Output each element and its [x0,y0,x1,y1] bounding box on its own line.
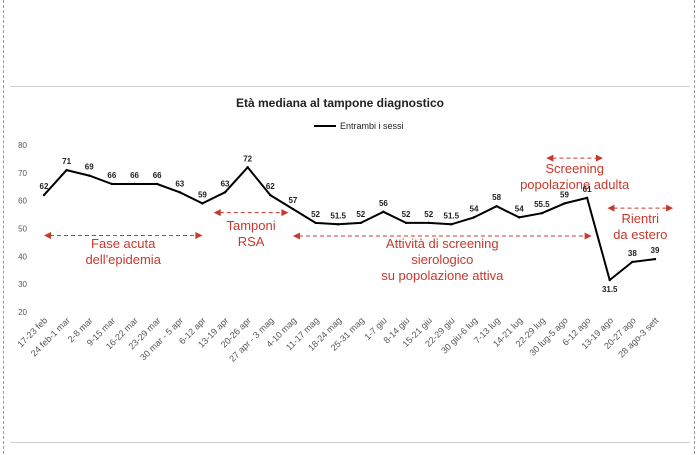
bottom-separator [10,442,690,443]
data-label: 59 [560,190,569,199]
y-tick-label: 50 [18,225,27,234]
annotation-label: sierologico [411,252,473,267]
data-label: 51.5 [444,211,460,220]
data-point [404,221,408,225]
data-point [88,174,91,177]
top-separator [10,86,690,87]
data-point [291,207,295,211]
arrow-head-left-icon [213,209,221,217]
data-point [495,205,498,208]
y-axis: 20 30 40 50 60 70 80 [18,141,27,317]
annotation-label: Screening [545,161,604,176]
arrow-head-left-icon [607,204,615,212]
data-label: 66 [107,171,116,180]
data-point [653,257,657,261]
data-point [540,211,544,215]
screenshot-frame [3,0,695,454]
arrow-head-left-icon [292,232,300,240]
data-point [65,168,68,172]
data-point [427,221,430,225]
data-label: 63 [221,179,230,188]
annotation-label: popolazione adulta [520,177,630,192]
data-point [450,223,453,226]
annotation-label: Tamponi [226,218,275,233]
data-label: 38 [628,249,637,258]
y-tick-label: 60 [18,197,27,206]
data-label: 66 [130,171,139,180]
series-entrambi [42,166,657,282]
data-point [608,278,611,282]
data-point [201,202,204,205]
annotation-label: Rientri [622,211,660,226]
data-point [472,216,476,219]
data-label: 69 [85,163,94,172]
data-point [155,182,159,186]
data-label: 59 [198,190,207,199]
data-point [42,193,46,197]
data-point [518,216,521,219]
arrow-head-right-icon [595,154,603,162]
legend-label: Entrambi i sessi [340,121,404,131]
data-label: 57 [288,196,297,205]
data-label: 58 [492,193,501,202]
data-point [133,182,136,186]
annotation-label: su popolazione attiva [381,268,504,283]
data-point [269,193,272,197]
data-label: 54 [515,204,524,213]
arrow-head-right-icon [195,231,203,239]
data-point [336,223,340,226]
data-point [314,221,317,225]
arrow-head-right-icon [666,204,674,212]
data-point [359,221,363,225]
series-line [43,166,656,281]
y-tick-label: 80 [18,141,27,150]
y-tick-label: 70 [18,169,27,178]
data-label: 39 [651,246,660,255]
data-point [585,196,589,200]
data-label: 52 [402,210,411,219]
data-label: 55.5 [534,200,550,209]
data-label: 54 [470,204,479,213]
y-tick-label: 30 [18,280,27,289]
data-point [382,210,385,213]
data-label: 51.5 [330,211,346,220]
annotation-label: dell'epidemia [85,252,161,267]
data-point [563,202,566,205]
data-label: 62 [40,182,49,191]
arrow-head-left-icon [44,231,51,239]
data-label: 52 [311,210,320,219]
data-point [178,191,181,194]
data-point [246,166,249,169]
data-label: 61 [583,185,592,194]
data-label: 63 [175,179,184,188]
annotation-label: da estero [613,227,667,242]
data-labels: 62 71 69 66 66 66 63 59 63 72 62 57 52 51.5 52 56 52 52 51… [40,154,660,294]
annotation-label: RSA [238,234,265,249]
data-label: 62 [266,182,275,191]
y-tick-label: 40 [18,252,27,261]
data-label: 66 [153,171,162,180]
annotation-label: Attività di screening [386,236,499,251]
data-label: 72 [243,154,252,163]
data-label: 56 [379,199,388,208]
y-tick-label: 20 [18,308,27,317]
arrow-head-left-icon [546,154,554,162]
data-point [223,191,227,194]
data-label: 71 [62,157,71,166]
data-point [631,260,634,264]
annotation-label: Fase acuta [91,236,156,251]
data-label: 31.5 [602,285,618,294]
arrow-head-right-icon [584,232,592,240]
data-label: 52 [424,210,433,219]
data-point [110,182,114,186]
arrow-head-right-icon [281,209,289,217]
data-label: 52 [356,210,365,219]
chart-title: Età mediana al tampone diagnostico [236,96,444,110]
legend: Entrambi i sessi [314,121,404,131]
